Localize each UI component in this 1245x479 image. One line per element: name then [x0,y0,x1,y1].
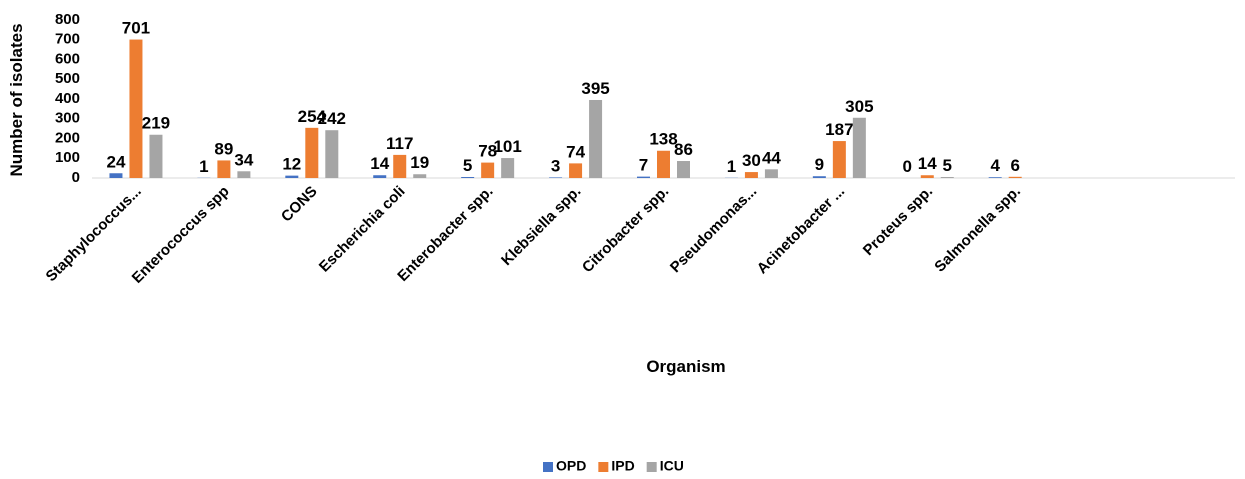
x-tick-label: Staphylococcus... [43,183,145,285]
bar [305,127,319,178]
bar [285,175,299,178]
bar [920,175,934,178]
x-tick-label: Citrobacter spp. [579,183,672,276]
y-tick-label: 100 [55,149,80,166]
data-label: 305 [845,97,873,116]
bar [589,99,603,178]
x-tick-label: Acinetobacter ... [754,183,849,278]
x-tick-label: Enterococcus spp [129,183,233,287]
y-axis-title: Number of isolates [7,23,26,176]
bar [832,141,846,178]
x-tick-label: Klebsiella spp. [498,183,584,269]
bar [657,150,670,178]
data-label: 14 [918,154,937,173]
data-label: 4 [990,156,1000,175]
bar [501,158,515,178]
data-label: 101 [493,137,521,156]
data-label: 78 [478,142,497,161]
y-tick-label: 300 [55,110,80,127]
bar [569,163,583,178]
bar [677,161,690,178]
x-tick-label: CONS [278,183,321,226]
data-label: 12 [282,155,301,174]
data-label: 89 [214,139,233,158]
data-label: 187 [825,120,853,139]
data-label: 86 [674,140,693,159]
bar [109,173,123,178]
data-label: 34 [234,150,253,169]
data-label: 242 [318,109,346,128]
legend-swatch [646,462,657,472]
data-label: 1 [199,157,208,176]
x-tick-label: Enterobacter spp. [394,183,496,285]
y-tick-label: 800 [55,11,80,28]
data-label: 138 [649,130,677,149]
x-tick-label: Escherichia coli [316,183,409,276]
bar [481,162,495,178]
bar [988,177,1002,178]
bar [549,177,563,178]
data-label: 14 [370,154,389,173]
data-label: 5 [463,156,472,175]
bar [393,154,407,178]
x-tick-label: Salmonella spp. [931,183,1024,276]
legend-label: OPD [556,458,586,474]
data-label: 3 [551,156,560,175]
data-label: 44 [762,148,781,167]
bar [149,134,163,178]
data-label: 1 [727,157,736,176]
data-label: 395 [581,79,609,98]
data-label: 7 [639,156,648,175]
data-label: 219 [142,114,170,133]
bar [413,174,427,178]
bar [852,117,866,178]
bar [237,171,251,178]
data-label: 701 [122,19,150,38]
bar [764,169,778,178]
legend-swatch [543,462,553,472]
y-tick-label: 400 [55,90,80,107]
data-label: 5 [943,156,952,175]
legend-swatch [598,462,609,472]
data-label: 9 [815,155,824,174]
x-axis-title: Organism [646,357,725,376]
data-label: 254 [298,107,327,126]
x-tick-label: Proteus spp. [860,183,936,259]
data-label: 0 [903,157,912,176]
y-tick-label: 500 [55,70,80,87]
legend-label: ICU [660,458,684,474]
data-label: 19 [410,153,429,172]
bar [1008,176,1022,178]
bar [461,177,475,178]
x-tick-label: Pseudomonas... [667,183,760,276]
bar [637,176,650,178]
data-label: 117 [386,134,413,153]
y-tick-label: 200 [55,129,80,146]
bar [373,175,387,178]
bar [217,160,231,178]
bar [129,39,143,178]
y-tick-label: 0 [72,169,80,186]
y-tick-label: 600 [55,50,80,67]
bar [325,130,339,178]
data-label: 24 [107,152,126,171]
bar [812,176,826,178]
data-label: 6 [1010,156,1019,175]
data-label: 30 [742,151,761,170]
legend-label: IPD [611,458,634,474]
data-label: 74 [566,142,585,161]
y-tick-label: 700 [55,31,80,48]
bar [940,177,954,178]
bar [744,172,758,178]
